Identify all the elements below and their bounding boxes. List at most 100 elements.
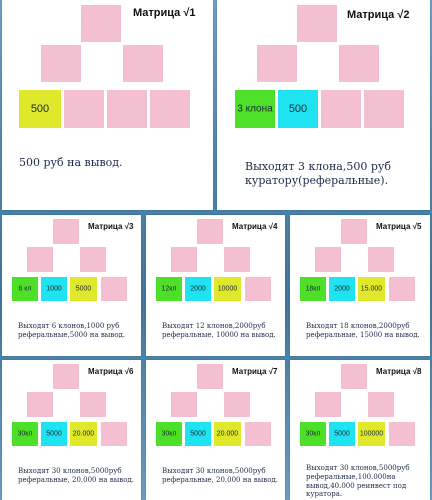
matrix-caption: Выходят 30 клонов,5000руб реферальные, 2… (162, 467, 278, 484)
matrix-cell-value: 20.000 (72, 430, 95, 438)
matrix-caption: Выходят 30 клонов,5000руб реферальные, 2… (18, 467, 134, 484)
matrix-cell-value: 10000 (217, 285, 238, 293)
matrix-cell-value: 5000 (334, 430, 350, 438)
matrix-top-cell (197, 364, 223, 389)
matrix-cell-value: 20.000 (216, 430, 239, 438)
matrix-title: Матрица √4 (232, 222, 278, 231)
matrix-card-5: Матрица √5 18кл 2000 15.000 Выходят 18 к… (290, 215, 430, 356)
matrix-bottom-cell-1: 30кл (156, 422, 182, 446)
matrix-middle-right-cell (224, 247, 250, 272)
matrix-bottom-cell-2: 5000 (41, 422, 67, 446)
matrix-cell-value: 2000 (334, 285, 350, 293)
matrix-middle-right-cell (368, 392, 394, 417)
matrix-title: Матрица √1 (133, 7, 196, 19)
matrix-top-cell (53, 364, 79, 389)
matrix-bottom-cell-1: 30кл (12, 422, 38, 446)
matrix-middle-left-cell (171, 392, 197, 417)
matrix-bottom-cell-4 (389, 422, 415, 446)
matrix-bottom-cell-1: 12кл (156, 277, 182, 301)
matrix-bottom-cell-3: 20.000 (214, 422, 241, 446)
matrix-middle-left-cell (257, 45, 297, 82)
matrix-bottom-cell-1: 30кл (300, 422, 326, 446)
matrix-cell-value: 30кл (305, 430, 321, 438)
matrix-caption: Выходят 18 клонов,2000руб реферальные, 1… (306, 322, 420, 339)
matrix-cell-value: 500 (30, 103, 50, 115)
matrix-bottom-cell-2: 1000 (41, 277, 67, 301)
matrix-bottom-cell-2: 2000 (329, 277, 355, 301)
matrix-cell-value: 100000 (359, 430, 384, 438)
matrix-card-1: Матрица √1 500 500 руб на вывод. (2, 0, 213, 210)
matrix-bottom-cell-4 (389, 277, 415, 301)
matrix-middle-left-cell (315, 247, 341, 272)
matrix-middle-left-cell (41, 45, 81, 82)
matrix-cell-value: 30кл (17, 430, 33, 438)
matrix-middle-right-cell (339, 45, 379, 82)
matrix-middle-right-cell (123, 45, 163, 82)
matrix-card-4: Матрица √4 12кл 2000 10000 Выходят 12 кл… (146, 215, 285, 356)
matrix-middle-left-cell (315, 392, 341, 417)
matrix-cell-value: 1000 (46, 285, 62, 293)
matrix-caption: Выходят 3 клона,500 руб куратору(реферал… (245, 160, 391, 187)
matrix-middle-right-cell (80, 392, 106, 417)
matrix-bottom-cell-2: 500 (278, 90, 318, 128)
matrix-card-2: Матрица √2 3 клона 500 Выходят 3 клона,5… (217, 0, 430, 210)
matrix-top-cell (341, 219, 367, 244)
matrix-title: Матрица √7 (232, 367, 278, 376)
matrix-title: Матрица √3 (88, 222, 134, 231)
matrix-middle-left-cell (27, 392, 53, 417)
matrix-bottom-cell-3: 100000 (358, 422, 385, 446)
matrix-card-7: Матрица √7 30кл 5000 20.000 Выходят 30 к… (146, 360, 285, 500)
matrix-cell-value: 5000 (46, 430, 62, 438)
matrix-bottom-cell-3 (321, 90, 361, 128)
matrix-bottom-cell-1: 6 кл (12, 277, 38, 301)
matrix-cell-value: 18кл (305, 285, 321, 293)
matrix-cell-value: 5000 (190, 430, 206, 438)
matrix-cell-value: 12кл (161, 285, 177, 293)
matrix-bottom-cell-2 (64, 90, 104, 128)
matrix-cell-value: 5000 (75, 285, 92, 293)
matrix-bottom-cell-4 (245, 422, 271, 446)
matrix-title: Матрица √8 (376, 367, 422, 376)
matrix-card-8: Матрица √8 30кл 5000 100000 Выходят 30 к… (290, 360, 430, 500)
matrix-bottom-cell-4 (101, 422, 127, 446)
matrix-top-cell (197, 219, 223, 244)
matrix-bottom-cell-4 (245, 277, 271, 301)
matrix-middle-left-cell (171, 247, 197, 272)
matrix-middle-right-cell (80, 247, 106, 272)
matrix-title: Матрица √5 (376, 222, 422, 231)
matrix-top-cell (81, 5, 121, 42)
matrix-middle-left-cell (27, 247, 53, 272)
matrix-card-6: Матрица √6 30кл 5000 20.000 Выходят 30 к… (2, 360, 141, 500)
matrix-caption: Выходят 30 клонов,5000руб реферальные,10… (306, 464, 410, 499)
matrix-bottom-cell-1: 3 клона (235, 90, 275, 128)
matrix-caption: Выходят 6 клонов,1000 руб реферальные,50… (18, 322, 126, 339)
matrix-bottom-cell-3: 15.000 (358, 277, 385, 301)
matrix-caption: 500 руб на вывод. (19, 156, 123, 169)
matrix-middle-right-cell (224, 392, 250, 417)
matrix-bottom-cell-1: 18кл (300, 277, 326, 301)
matrix-card-3: Матрица √3 6 кл 1000 5000 Выходят 6 клон… (2, 215, 141, 356)
matrix-bottom-cell-2: 2000 (185, 277, 211, 301)
matrix-cell-value: 3 клона (237, 103, 273, 115)
matrix-cell-value: 2000 (190, 285, 206, 293)
matrix-title: Матрица √2 (347, 9, 410, 21)
matrix-cell-value: 30кл (161, 430, 177, 438)
matrix-title: Матрица √6 (88, 367, 134, 376)
matrix-bottom-cell-2: 5000 (329, 422, 355, 446)
matrix-bottom-cell-3: 10000 (214, 277, 241, 301)
matrix-bottom-cell-3: 20.000 (70, 422, 97, 446)
matrix-bottom-cell-3: 5000 (70, 277, 97, 301)
matrix-top-cell (297, 5, 337, 42)
matrix-cell-value: 15.000 (360, 285, 383, 293)
matrix-bottom-cell-4 (150, 90, 190, 128)
matrix-top-cell (53, 219, 79, 244)
matrix-cell-value: 500 (288, 103, 308, 115)
matrix-middle-right-cell (368, 247, 394, 272)
matrix-bottom-cell-1: 500 (19, 90, 61, 128)
matrix-cell-value: 6 кл (18, 285, 32, 293)
matrix-caption: Выходят 12 клонов,2000руб реферальные, 1… (162, 322, 276, 339)
matrix-bottom-cell-4 (101, 277, 127, 301)
matrix-bottom-cell-3 (107, 90, 147, 128)
matrix-top-cell (341, 364, 367, 389)
matrix-bottom-cell-4 (364, 90, 404, 128)
